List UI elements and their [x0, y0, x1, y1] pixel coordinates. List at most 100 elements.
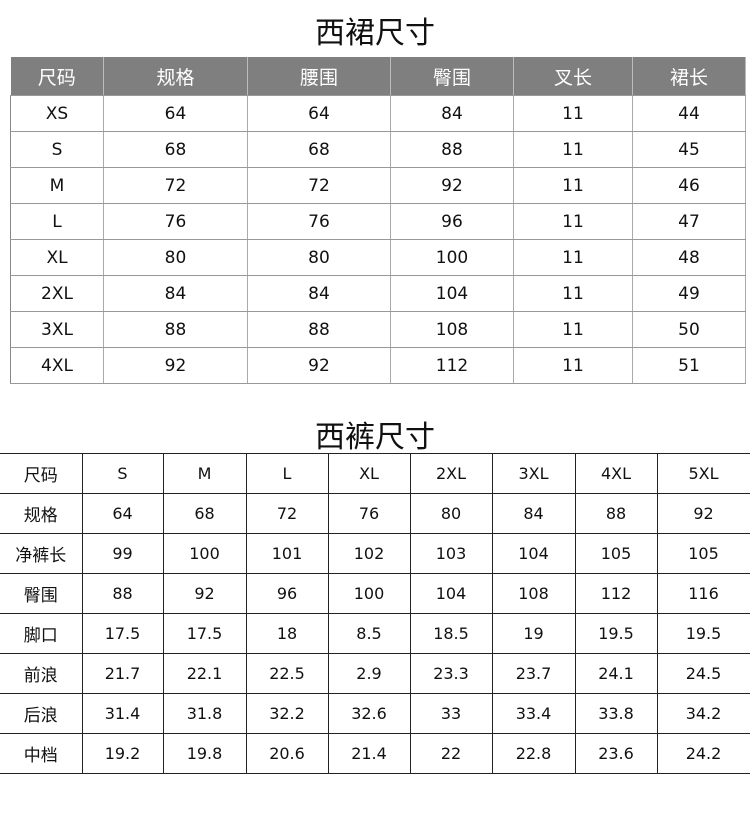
table-row: 规格 64 68 72 76 80 84 88 92 — [0, 493, 750, 534]
table-cell: 64 — [103, 95, 248, 132]
table-cell: 88 — [82, 573, 164, 614]
table-cell: 64 — [82, 493, 164, 534]
pants-size-title: 西裤尺寸 — [315, 420, 435, 455]
table-cell: 100 — [390, 239, 514, 276]
table-cell: 99 — [82, 533, 164, 574]
table-header-row: 尺码 规格 腰围 臀围 叉长 裙长 — [10, 57, 746, 96]
column-header: 臀围 — [390, 57, 514, 96]
table-cell: 88 — [103, 311, 248, 348]
table-cell: 21.7 — [82, 653, 164, 694]
column-header: 规格 — [103, 57, 248, 96]
table-row: 后浪 31.4 31.8 32.2 32.6 33 33.4 33.8 34.2 — [0, 693, 750, 734]
table-cell: 72 — [246, 493, 329, 534]
table-cell: 51 — [632, 347, 746, 384]
table-cell: 24.2 — [657, 733, 750, 774]
column-header: 叉长 — [513, 57, 633, 96]
table-cell: 112 — [390, 347, 514, 384]
table-row: M 72 72 92 11 46 — [10, 167, 746, 204]
pants-size-table: 尺码 S M L XL 2XL 3XL 4XL 5XL 规格 64 68 72 76 80 84 88 92 净裤长… — [0, 453, 750, 774]
table-cell: 108 — [390, 311, 514, 348]
table-cell: 4XL — [575, 453, 658, 494]
table-cell: 96 — [246, 573, 329, 614]
table-cell: 33 — [410, 693, 493, 734]
table-cell: 19.8 — [163, 733, 247, 774]
table-cell: 68 — [163, 493, 247, 534]
table-cell: 44 — [632, 95, 746, 132]
table-cell: 47 — [632, 203, 746, 240]
table-cell: 88 — [247, 311, 391, 348]
table-cell: 80 — [103, 239, 248, 276]
table-cell: S — [82, 453, 164, 494]
size-label: S — [10, 131, 104, 168]
table-cell: 72 — [247, 167, 391, 204]
table-cell: 19.5 — [575, 613, 658, 654]
table-cell: 11 — [513, 347, 633, 384]
table-cell: 76 — [328, 493, 411, 534]
table-cell: 103 — [410, 533, 493, 574]
table-row: 前浪 21.7 22.1 22.5 2.9 23.3 23.7 24.1 24.5 — [0, 653, 750, 694]
table-cell: 104 — [492, 533, 576, 574]
table-cell: 33.8 — [575, 693, 658, 734]
table-cell: 11 — [513, 203, 633, 240]
table-cell: 22 — [410, 733, 493, 774]
skirt-size-title: 西裙尺寸 — [315, 16, 435, 51]
table-cell: 112 — [575, 573, 658, 614]
table-cell: 64 — [247, 95, 391, 132]
table-cell: 32.2 — [246, 693, 329, 734]
table-row: XL 80 80 100 11 48 — [10, 239, 746, 276]
row-label: 后浪 — [0, 693, 83, 734]
table-cell: 2XL — [410, 453, 493, 494]
table-cell: 23.7 — [492, 653, 576, 694]
table-cell: 96 — [390, 203, 514, 240]
table-cell: 84 — [492, 493, 576, 534]
table-cell: 22.1 — [163, 653, 247, 694]
table-cell: 84 — [390, 95, 514, 132]
column-header: 裙长 — [632, 57, 746, 96]
table-row: 3XL 88 88 108 11 50 — [10, 311, 746, 348]
table-cell: 84 — [103, 275, 248, 312]
table-cell: 22.5 — [246, 653, 329, 694]
table-row: 2XL 84 84 104 11 49 — [10, 275, 746, 312]
table-cell: 3XL — [492, 453, 576, 494]
table-cell: 84 — [247, 275, 391, 312]
column-header: 腰围 — [247, 57, 391, 96]
table-cell: 108 — [492, 573, 576, 614]
table-cell: 76 — [247, 203, 391, 240]
table-cell: 11 — [513, 275, 633, 312]
table-cell: 80 — [247, 239, 391, 276]
table-row: 脚口 17.5 17.5 18 8.5 18.5 19 19.5 19.5 — [0, 613, 750, 654]
table-cell: 23.3 — [410, 653, 493, 694]
table-cell: 18 — [246, 613, 329, 654]
size-label: 2XL — [10, 275, 104, 312]
table-cell: 104 — [390, 275, 514, 312]
table-cell: 18.5 — [410, 613, 493, 654]
table-cell: 48 — [632, 239, 746, 276]
table-cell: 31.4 — [82, 693, 164, 734]
table-cell: 49 — [632, 275, 746, 312]
row-label: 净裤长 — [0, 533, 83, 574]
table-cell: 11 — [513, 311, 633, 348]
table-cell: L — [246, 453, 329, 494]
table-row: 4XL 92 92 112 11 51 — [10, 347, 746, 384]
table-cell: 92 — [103, 347, 248, 384]
table-cell: 19 — [492, 613, 576, 654]
table-cell: 100 — [328, 573, 411, 614]
table-cell: 19.2 — [82, 733, 164, 774]
table-cell: 24.5 — [657, 653, 750, 694]
row-label: 中档 — [0, 733, 83, 774]
table-cell: 11 — [513, 239, 633, 276]
table-cell: 92 — [657, 493, 750, 534]
table-cell: 23.6 — [575, 733, 658, 774]
table-cell: M — [163, 453, 247, 494]
table-row: XS 64 64 84 11 44 — [10, 95, 746, 132]
size-label: XS — [10, 95, 104, 132]
table-cell: 80 — [410, 493, 493, 534]
skirt-size-table: 尺码 规格 腰围 臀围 叉长 裙长 XS 64 64 84 11 44 S 68 68 88 11 45 M 72 7… — [10, 57, 746, 384]
table-cell: 33.4 — [492, 693, 576, 734]
table-cell: 32.6 — [328, 693, 411, 734]
table-cell: 104 — [410, 573, 493, 614]
column-header: 尺码 — [10, 57, 104, 96]
table-cell: 2.9 — [328, 653, 411, 694]
size-label: XL — [10, 239, 104, 276]
table-cell: 24.1 — [575, 653, 658, 694]
